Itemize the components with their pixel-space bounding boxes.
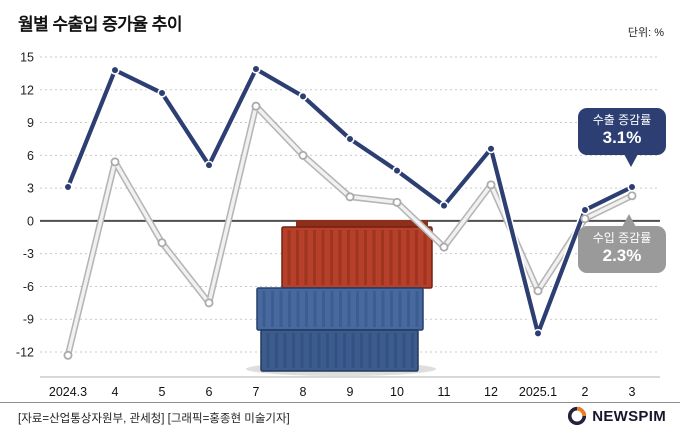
x-axis-label: 5 [159,385,166,399]
export-growth-badge: 수출 증감률 3.1% [578,108,666,167]
import-data-point [580,214,590,224]
footer-divider [0,402,680,403]
import-data-point [533,286,543,296]
import-data-point [110,157,120,167]
y-axis-label: 6 [27,149,34,163]
export-data-point [204,160,214,170]
export-data-point [251,64,261,74]
export-data-point [63,182,73,192]
newspim-logo-icon [568,406,587,426]
export-data-point [627,182,637,192]
export-badge-value: 3.1% [602,128,642,147]
export-data-point [110,65,120,75]
x-axis-label: 7 [253,385,260,399]
unit-label: 단위: % [627,27,664,39]
x-axis-label: 3 [629,385,636,399]
newspim-logo: NEWSPIM [567,406,666,426]
source-credit: [자료=산업통상자원부, 관세청] [그래픽=홍종현 미술기자] [18,413,290,425]
export-data-point [298,91,308,101]
y-axis-label: -3 [23,247,34,261]
x-axis-label: 2 [582,385,589,399]
y-axis-label: -12 [16,346,34,360]
export-badge-label: 수출 증감률 [592,113,652,127]
y-axis-label: -6 [23,280,34,294]
x-axis-label: 2024.3 [49,385,87,399]
export-data-point [439,200,449,211]
y-axis-label: -9 [23,313,34,327]
y-axis-label: 0 [27,214,34,228]
import-data-point [392,197,402,207]
x-axis-label: 4 [112,385,119,399]
x-axis-label: 2025.1 [519,385,557,399]
import-data-point [486,180,496,190]
import-growth-badge: 수입 증감률 2.3% [578,214,666,273]
import-data-point [251,101,261,111]
import-data-point [204,298,214,308]
import-data-point [298,150,308,160]
x-axis-label: 6 [206,385,213,399]
import-data-point [157,238,167,248]
export-data-point [392,166,402,176]
chart-title: 월별 수출입 증가율 추이 [18,15,183,34]
import-badge-value: 2.3% [602,246,642,265]
newspim-logo-text: NEWSPIM [592,407,666,425]
x-axis-label: 10 [390,385,404,399]
import-data-point [63,350,73,360]
y-axis-label: 15 [20,51,34,65]
x-axis-label: 9 [347,385,354,399]
import-data-point [439,242,449,252]
export-data-point [533,328,543,339]
export-data-point [345,134,355,144]
y-axis-label: 9 [27,116,34,130]
x-axis-label: 12 [484,385,498,399]
export-data-point [486,144,496,154]
import-data-point [627,191,637,201]
container-blue-lower [260,329,419,372]
x-axis-label: 8 [300,385,307,399]
export-data-point [157,88,167,98]
import-badge-label: 수입 증감률 [592,231,652,245]
x-axis-label: 11 [438,385,451,399]
y-axis-label: 12 [20,83,34,97]
import-data-point [345,192,355,202]
export-data-point [580,205,590,215]
y-axis-label: 3 [27,182,34,196]
